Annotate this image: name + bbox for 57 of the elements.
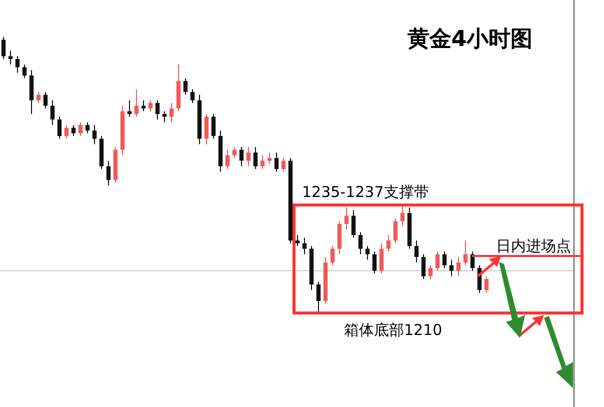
candlestick (463, 240, 468, 266)
candlestick (78, 122, 83, 136)
candlestick (43, 92, 48, 109)
text: 箱体底部1210 (344, 321, 442, 339)
candlestick (316, 281, 321, 312)
candlestick (106, 160, 111, 186)
candlestick (365, 246, 370, 260)
candlestick (57, 116, 62, 140)
candlestick (92, 124, 97, 145)
candlestick (260, 154, 265, 170)
candlestick (155, 100, 160, 120)
annotation: 1235-1237支撑带 (302, 183, 429, 201)
candlestick (274, 152, 279, 172)
candlestick (484, 276, 489, 294)
candlestick (211, 114, 216, 140)
candlestick (442, 251, 447, 268)
candlestick (281, 158, 286, 172)
candlestick (428, 264, 433, 280)
candlestick (456, 256, 461, 277)
candlestick (351, 210, 356, 238)
candlestick (15, 56, 20, 74)
candlestick (85, 122, 90, 134)
candlestick (148, 100, 153, 112)
candlestick (162, 110, 167, 123)
candlestick (393, 218, 398, 244)
candlestick (302, 237, 307, 255)
candlestick (253, 146, 258, 170)
candlestick (295, 234, 300, 246)
text: 日内进场点 (496, 237, 571, 255)
candlestick (71, 124, 76, 136)
candlestick (183, 78, 188, 96)
candlestick (239, 146, 244, 167)
candlestick (246, 146, 251, 167)
candlestick (344, 207, 349, 230)
candlestick (379, 242, 384, 274)
candlestick (449, 259, 454, 277)
candlestick (1, 36, 6, 60)
candlestick (358, 232, 363, 255)
candlestick (50, 100, 55, 126)
candlestick (190, 88, 195, 104)
candlestick (400, 204, 405, 228)
candlestick (414, 240, 419, 263)
candlestick (169, 102, 174, 123)
candlestick (386, 234, 391, 252)
chart-title: 黄金4小时图 (406, 27, 533, 52)
candlestick (64, 124, 69, 140)
candlestick (435, 251, 440, 272)
candlestick (421, 254, 426, 280)
candlestick (232, 146, 237, 158)
candlestick (225, 149, 230, 170)
candlestick (330, 246, 335, 266)
candlestick (204, 114, 209, 145)
candlestick (36, 92, 41, 104)
candlestick (372, 251, 377, 274)
candlestick (134, 88, 139, 118)
candlestick (267, 152, 272, 164)
candlestick (22, 64, 27, 79)
